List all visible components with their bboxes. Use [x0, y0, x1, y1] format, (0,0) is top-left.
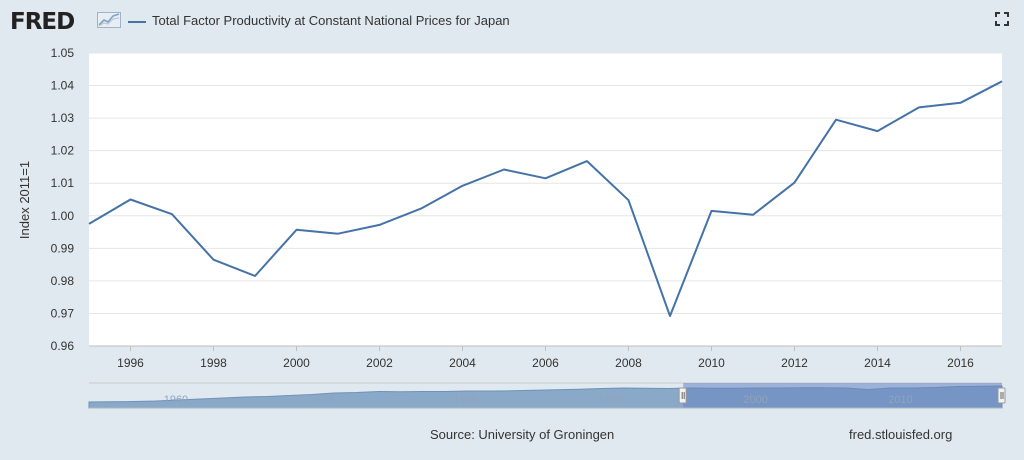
legend-label: Total Factor Productivity at Constant Na…: [152, 13, 510, 28]
data-point[interactable]: [875, 128, 881, 134]
navigator-tick-label: 1960: [164, 394, 188, 406]
data-point[interactable]: [460, 183, 466, 189]
x-tick-label: 2008: [615, 356, 642, 370]
x-tick-label: 2002: [366, 356, 393, 370]
data-point[interactable]: [377, 222, 383, 228]
y-tick-label: 0.99: [51, 241, 75, 255]
data-point[interactable]: [667, 313, 673, 319]
navigator-selection[interactable]: [683, 383, 1002, 408]
data-point[interactable]: [211, 257, 217, 263]
data-point[interactable]: [792, 180, 798, 186]
y-tick-label: 1.04: [51, 79, 75, 93]
y-tick-label: 1.03: [51, 111, 75, 125]
x-tick-label: 2010: [698, 356, 725, 370]
chart-header: FRED Total Factor Productivity at Consta…: [0, 0, 1024, 44]
x-tick-label: 2000: [283, 356, 310, 370]
data-point[interactable]: [294, 227, 300, 233]
data-point[interactable]: [501, 167, 507, 173]
data-point[interactable]: [169, 211, 175, 217]
y-tick-label: 0.96: [51, 339, 75, 353]
data-point[interactable]: [86, 221, 92, 227]
x-tick-label: 1998: [200, 356, 227, 370]
x-axis: 1996 1998 2000 2002 2004 2006 2008 2010 2012 2014…: [89, 345, 1002, 370]
x-tick-label: 2016: [947, 356, 974, 370]
data-point[interactable]: [128, 197, 134, 203]
fred-logo[interactable]: FRED: [10, 9, 75, 35]
site-link[interactable]: fred.stlouisfed.org: [849, 427, 953, 442]
navigator-tick-label: 2010: [888, 394, 912, 406]
y-tick-label: 1.02: [51, 144, 75, 158]
y-tick-label: 1.01: [51, 176, 75, 190]
data-point[interactable]: [709, 208, 715, 214]
series-group: [86, 78, 1005, 319]
data-point[interactable]: [958, 100, 964, 106]
navigator-tick-label: 1990: [598, 394, 622, 406]
y-tick-label: 0.97: [51, 306, 75, 320]
y-tick-label: 0.98: [51, 274, 75, 288]
y-axis-label: Index 2011=1: [17, 161, 32, 239]
data-point[interactable]: [999, 78, 1005, 84]
x-tick-label: 2014: [864, 356, 891, 370]
x-tick-label: 2004: [449, 356, 476, 370]
fred-graph-icon: [97, 12, 121, 28]
data-point[interactable]: [750, 212, 756, 218]
navigator-tick-label: 2000: [743, 394, 767, 406]
data-point[interactable]: [916, 104, 922, 110]
grid-lines: [89, 52, 1002, 347]
plot-area: [89, 53, 1002, 346]
data-point[interactable]: [252, 273, 258, 279]
y-tick-label: 1.00: [51, 209, 75, 223]
series-line: [88, 80, 1003, 317]
y-axis: 0.96 0.97 0.98 0.99 1.00 1.01 1.02 1.03 1.04 1.05: [51, 46, 75, 353]
y-tick-label: 1.05: [51, 46, 75, 60]
fullscreen-icon[interactable]: [995, 12, 1009, 26]
x-tick-label: 2012: [781, 356, 808, 370]
navigator-tick-label: 1970: [309, 394, 333, 406]
legend-swatch: [128, 21, 146, 23]
data-point[interactable]: [626, 197, 632, 203]
data-point[interactable]: [833, 117, 839, 123]
navigator-tick-label: 1980: [454, 394, 478, 406]
source-credit: Source: University of Groningen: [430, 427, 615, 442]
data-point[interactable]: [335, 231, 341, 237]
x-tick-label: 1996: [117, 356, 144, 370]
data-point[interactable]: [584, 158, 590, 164]
range-navigator[interactable]: 1960 1970 1980 1990 2000 2010: [88, 382, 1006, 409]
x-tick-label: 2006: [532, 356, 559, 370]
data-point[interactable]: [418, 206, 424, 212]
data-point[interactable]: [543, 175, 549, 181]
